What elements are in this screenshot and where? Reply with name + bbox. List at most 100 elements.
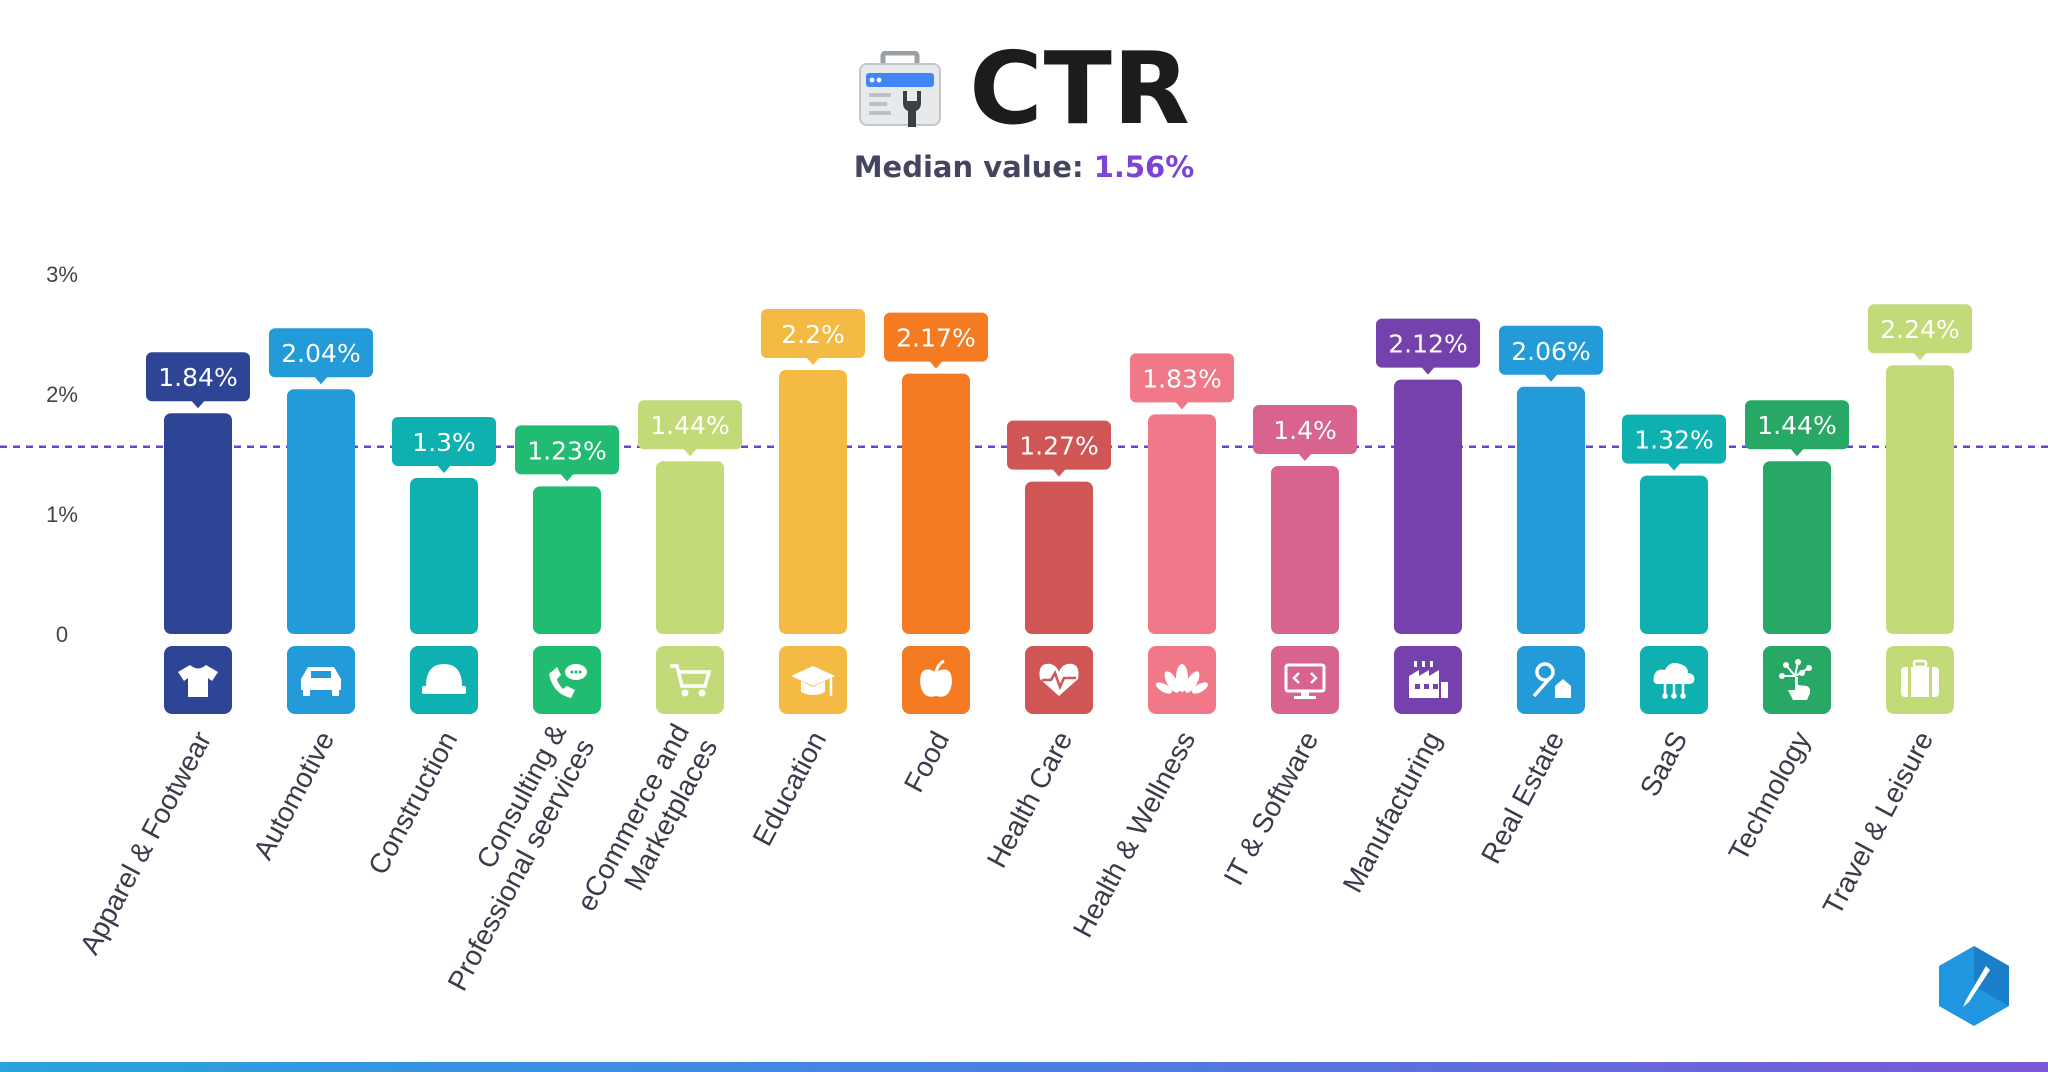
value-label-pointer (1052, 468, 1066, 477)
value-label-box (1253, 405, 1357, 454)
bar (1025, 481, 1093, 634)
value-label-box (761, 309, 865, 358)
bar (164, 413, 232, 634)
data-label: 2.24% (1880, 315, 1959, 344)
cloud-network-icon (1653, 662, 1695, 699)
median-value: 1.56% (1093, 150, 1195, 184)
data-label: 1.3% (412, 428, 476, 457)
data-label: 1.4% (1273, 416, 1337, 445)
data-label: 2.17% (896, 324, 975, 353)
y-tick-label: 3% (46, 262, 78, 287)
category-label: Manufacturing (1337, 726, 1448, 897)
bar (1886, 365, 1954, 634)
category-label: Food (898, 726, 955, 797)
car-icon (301, 667, 341, 696)
data-label: 2.2% (781, 320, 845, 349)
data-label: 1.83% (1142, 364, 1221, 393)
bar (656, 461, 724, 634)
phone-chat-icon (549, 664, 587, 698)
category-icon-tile (656, 646, 724, 714)
value-label-pointer (1421, 366, 1435, 375)
value-label-pointer (683, 448, 697, 457)
value-label-box (269, 328, 373, 378)
bar (1394, 379, 1462, 634)
value-label-box (884, 312, 988, 362)
value-label-box (1499, 325, 1603, 375)
bar (1148, 414, 1216, 634)
data-label: 2.06% (1511, 337, 1590, 366)
value-label-box (146, 352, 250, 402)
category-icon-tile (1517, 646, 1585, 714)
factory-icon (1409, 661, 1448, 698)
category-label: Travel & Leisure (1817, 726, 1940, 920)
chart-subtitle: Median value: 1.56% (0, 150, 2048, 184)
data-label: 2.04% (281, 339, 360, 368)
value-label-box (638, 400, 742, 450)
value-label-pointer (191, 400, 205, 409)
category-label: Automotive (247, 726, 340, 864)
data-label: 1.84% (158, 363, 237, 392)
bar (1271, 466, 1339, 634)
data-label: 1.44% (650, 411, 729, 440)
value-label-box (392, 417, 496, 466)
bar (1763, 461, 1831, 634)
value-label-pointer (437, 465, 451, 473)
value-label-pointer (1913, 352, 1927, 361)
graduation-cap-icon (791, 666, 835, 696)
tshirt-icon (178, 665, 218, 697)
category-label: IT & Software (1218, 726, 1325, 890)
chart-title: CTR (969, 30, 1191, 147)
category-icon-tile (1271, 646, 1339, 714)
median-label: Median value: (853, 150, 1084, 184)
bar (779, 370, 847, 634)
hard-hat-icon (422, 664, 466, 694)
category-label: SaaS (1634, 726, 1694, 801)
value-label-pointer (1298, 453, 1312, 461)
value-label-box (1622, 414, 1726, 464)
house-key-icon (1532, 662, 1571, 698)
y-tick-label: 0 (56, 622, 68, 647)
data-label: 1.44% (1757, 411, 1836, 440)
category-label: Apparel & Footwear (74, 726, 218, 959)
footer-gradient-bar (0, 1062, 2048, 1072)
value-label-box (515, 425, 619, 475)
value-label-pointer (1544, 373, 1558, 382)
y-tick-label: 2% (46, 382, 78, 407)
google-ads-tool-icon (859, 50, 942, 127)
bar (1640, 475, 1708, 634)
value-label-pointer (314, 376, 328, 385)
apple-icon (920, 659, 952, 697)
value-label-box (1007, 420, 1111, 470)
bar (410, 478, 478, 634)
data-label: 1.32% (1634, 426, 1713, 455)
value-label-box (1868, 304, 1972, 354)
heartbeat-icon (1039, 663, 1079, 696)
code-monitor-icon (1284, 663, 1326, 699)
bar (533, 486, 601, 634)
bar (1517, 386, 1585, 634)
data-label: 2.12% (1388, 330, 1467, 359)
value-label-pointer (1790, 448, 1804, 457)
shopping-cart-icon (670, 664, 712, 697)
value-label-pointer (1667, 462, 1681, 471)
category-icon-tile (533, 646, 601, 714)
value-label-pointer (806, 357, 820, 365)
category-label: Health & Wellness (1067, 726, 1202, 942)
bar (287, 389, 355, 634)
value-label-pointer (1175, 401, 1189, 410)
category-label: Health Care (981, 726, 1079, 872)
bar (902, 373, 970, 634)
category-label: Technology (1722, 726, 1816, 866)
data-label: 1.27% (1019, 432, 1098, 461)
value-label-box (1130, 353, 1234, 403)
category-label: Education (746, 726, 832, 851)
value-label-box (1376, 318, 1480, 368)
y-tick-label: 1% (46, 502, 78, 527)
suitcase-icon (1901, 659, 1939, 697)
category-label: Construction (362, 726, 463, 879)
value-label-pointer (929, 360, 943, 369)
data-label: 1.23% (527, 436, 606, 465)
value-label-pointer (560, 473, 574, 482)
